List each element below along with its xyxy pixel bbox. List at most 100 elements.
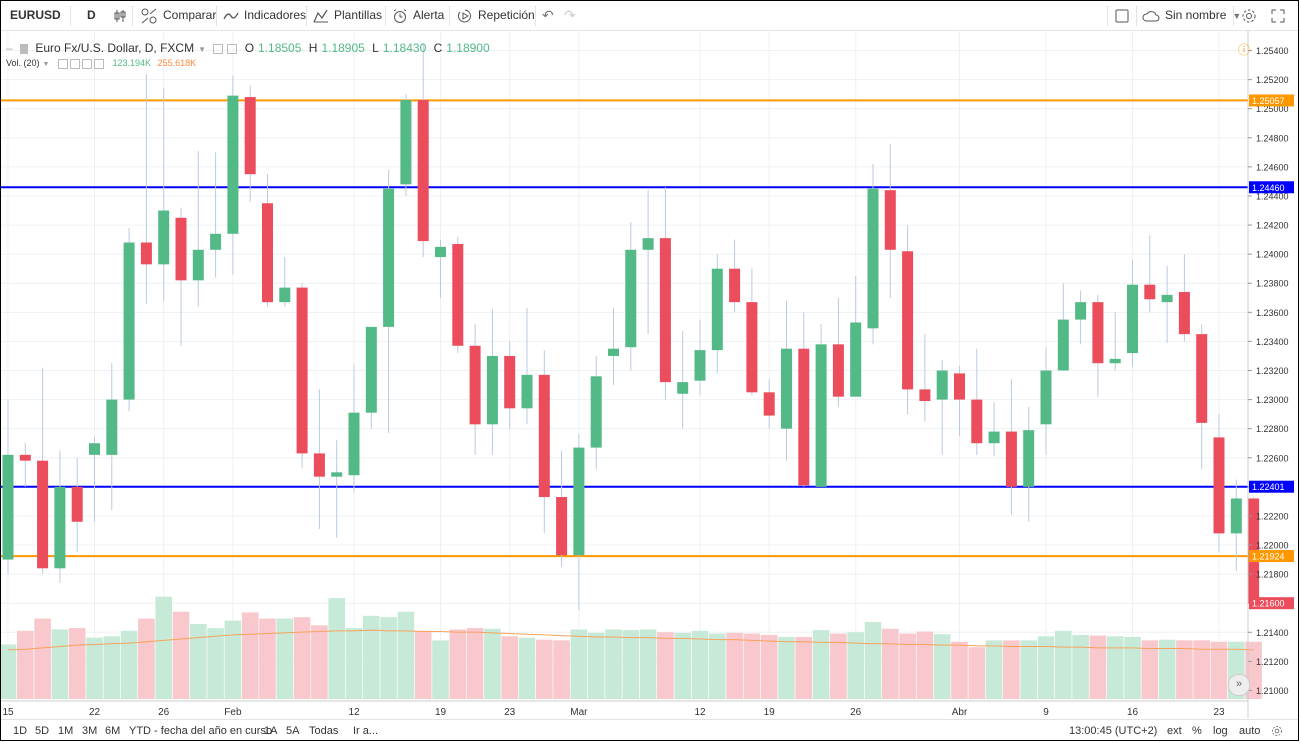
candle-body	[504, 355, 516, 409]
candle-body	[1161, 294, 1173, 303]
volume-bar	[120, 630, 138, 699]
range-1-button[interactable]: 5D	[35, 725, 50, 737]
goto-date-button[interactable]: Ir a...	[353, 725, 379, 737]
candle-body	[573, 447, 585, 556]
candle-body	[832, 344, 844, 397]
settings-small-icon[interactable]	[69, 58, 80, 69]
price-tick-label: 1.23400	[1256, 337, 1289, 347]
candle-body	[884, 190, 896, 250]
time-tick-label: Feb	[224, 707, 242, 718]
clock[interactable]: 13:00:45 (UTC+2)	[1069, 725, 1158, 737]
redo-button[interactable]: ↷	[564, 1, 576, 30]
volume-bar	[259, 618, 276, 699]
time-tick-label: 26	[850, 707, 862, 718]
time-tick-label: 19	[435, 707, 447, 718]
settings-small-icon[interactable]	[227, 43, 238, 54]
indicators-button[interactable]: Indicadores	[223, 1, 306, 30]
candle-body	[140, 242, 152, 265]
range-0-button[interactable]: 1D	[13, 725, 28, 737]
divider	[1136, 6, 1137, 26]
candle-body	[936, 370, 948, 400]
compare-button[interactable]: Comparar	[140, 1, 216, 30]
volume-bar	[293, 617, 311, 699]
range-3-button[interactable]: 3M	[82, 725, 98, 737]
volume-title[interactable]: Vol. (20)	[6, 58, 40, 68]
volume-bar	[1124, 636, 1141, 699]
hline-price-tag	[1249, 480, 1294, 493]
fullscreen-button[interactable]	[1271, 1, 1285, 30]
divider	[132, 6, 133, 26]
close-icon[interactable]	[93, 58, 104, 69]
range-2-button[interactable]: 1M	[58, 725, 74, 737]
price-tick-label: 1.24800	[1256, 133, 1289, 143]
volume-bar	[1141, 640, 1159, 699]
scale-settings-button[interactable]	[1271, 720, 1283, 741]
candle-body	[1040, 370, 1052, 425]
volume-bar	[691, 630, 709, 699]
candle-body	[659, 238, 671, 383]
range-4-button[interactable]: 6M	[105, 725, 121, 737]
symbol-search[interactable]: EURUSD	[10, 8, 61, 22]
volume-bar	[311, 625, 328, 699]
candle-body	[486, 355, 498, 425]
time-tick-label: 23	[504, 707, 516, 718]
candle-body	[538, 374, 550, 498]
candle-body	[106, 399, 118, 455]
candle-body	[123, 242, 135, 400]
eye-icon[interactable]	[213, 43, 224, 54]
undo-button[interactable]: ↶	[542, 1, 554, 30]
time-tick-label: 12	[348, 707, 360, 718]
layout-name-menu[interactable]: Sin nombre ▼	[1142, 1, 1241, 30]
eye-icon[interactable]	[57, 58, 68, 69]
candle-body	[902, 251, 914, 390]
chevron-down-icon[interactable]: ▼	[198, 45, 206, 54]
volume-bar	[1158, 639, 1176, 699]
range-8-button[interactable]: Todas	[309, 725, 339, 737]
volume-bar	[51, 629, 69, 699]
candle-body	[1127, 284, 1138, 354]
volume-bar	[882, 628, 899, 699]
percent-toggle[interactable]: %	[1192, 725, 1202, 737]
series-title[interactable]: Euro Fx/U.S. Dollar, D, FXCM	[35, 41, 195, 55]
fullscreen-layout-button[interactable]	[1115, 1, 1129, 30]
volume-bar	[760, 634, 778, 699]
volume-bar	[1106, 636, 1124, 699]
candle-body	[1178, 291, 1190, 335]
range-7-button[interactable]: 5A	[286, 725, 300, 737]
candle-body	[677, 382, 689, 394]
templates-button[interactable]: Plantillas	[313, 1, 382, 30]
settings-button[interactable]	[1241, 1, 1257, 30]
chevron-down-icon[interactable]: ▼	[42, 61, 50, 68]
log-toggle[interactable]: log	[1213, 725, 1228, 737]
high-label: H	[308, 41, 318, 55]
auto-toggle[interactable]: auto	[1239, 725, 1261, 737]
cloud-icon	[1142, 10, 1160, 22]
volume-bar	[1176, 640, 1193, 699]
extended-hours-toggle[interactable]: ext	[1167, 725, 1182, 737]
interval-selector[interactable]: D	[87, 8, 96, 22]
layout-name-label: Sin nombre	[1165, 8, 1227, 22]
compare-label: Comparar	[163, 8, 217, 22]
price-chart[interactable]: 1.25400 1.25200 1.25000 1.24800 1.24600 1.244…	[1, 31, 1298, 719]
range-5-button[interactable]: YTD - fecha del año en curso	[129, 725, 273, 737]
volume-bar	[432, 640, 449, 699]
range-6-button[interactable]: 1A	[264, 725, 278, 737]
alert-button[interactable]: Alerta	[392, 1, 444, 30]
volume-bar	[709, 633, 726, 699]
candle-body	[192, 249, 204, 281]
price-tick-label: 1.22800	[1256, 424, 1289, 434]
templates-icon	[313, 9, 328, 23]
scroll-to-realtime-button[interactable]: »	[1228, 674, 1250, 696]
candle-body	[383, 188, 395, 327]
low-value: 1.18430	[382, 41, 427, 55]
candle-body	[296, 287, 308, 454]
warning-icon[interactable]: ⓘ	[1238, 43, 1251, 57]
candle-body	[919, 389, 931, 402]
collapse-icon[interactable]: –	[6, 41, 13, 55]
chart-style-button[interactable]	[113, 1, 132, 30]
replay-button[interactable]: Repetición	[457, 1, 535, 30]
candle-body	[175, 217, 187, 281]
plus-icon[interactable]	[81, 58, 92, 69]
volume-bar	[830, 633, 847, 699]
